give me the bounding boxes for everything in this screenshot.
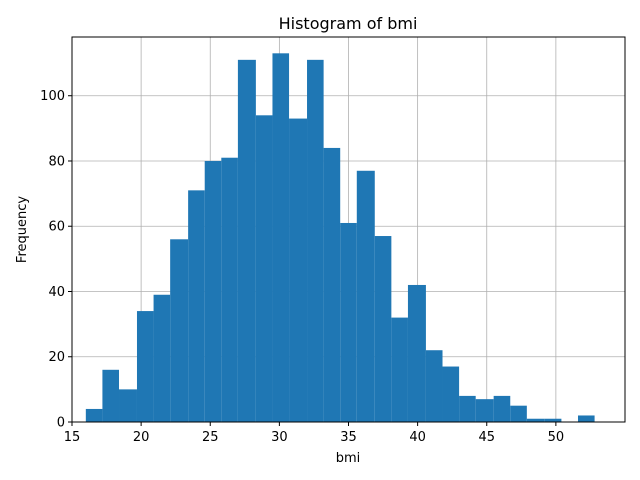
histogram-bar [459, 395, 476, 422]
y-axis-label: Frequency [15, 196, 30, 263]
histogram-bar [289, 118, 308, 422]
histogram-bar [510, 405, 527, 422]
x-tick-label: 20 [133, 430, 150, 445]
y-tick-label: 40 [48, 285, 65, 300]
histogram-bar [577, 415, 595, 422]
histogram-bar [188, 190, 205, 422]
x-tick-label: 30 [271, 430, 288, 445]
histogram-bar [475, 399, 494, 422]
x-tick-label: 45 [478, 430, 495, 445]
x-tick-label: 35 [340, 430, 357, 445]
y-tick-label: 20 [48, 350, 65, 365]
histogram-bar [493, 395, 511, 422]
y-tick-label: 60 [48, 220, 65, 235]
y-tick-label: 100 [40, 89, 65, 104]
histogram-bar [307, 59, 324, 422]
histogram-bar [170, 239, 189, 422]
y-tick-label: 0 [57, 416, 65, 431]
histogram-bar [544, 418, 562, 422]
histogram-bar [407, 284, 426, 422]
axis-ticks: 15 20 25 30 35 40 45 50 0 20 40 60 80 100 [40, 89, 564, 445]
histogram-bar [526, 418, 545, 422]
histogram-bar [85, 408, 103, 422]
x-tick-label: 40 [409, 430, 426, 445]
histogram-bar [272, 53, 290, 422]
histogram-bar [255, 115, 273, 422]
histogram-bar [237, 59, 256, 422]
histogram-bar [391, 317, 408, 422]
chart-title: Histogram of bmi [279, 14, 418, 33]
x-tick-label: 50 [548, 430, 565, 445]
histogram-bars [85, 53, 595, 423]
x-tick-label: 15 [64, 430, 81, 445]
x-tick-label: 25 [202, 430, 219, 445]
histogram-bar [119, 389, 137, 422]
histogram-bar [102, 369, 120, 422]
histogram-bar [425, 350, 443, 422]
histogram-bar [340, 222, 357, 422]
histogram-bar [153, 294, 171, 422]
histogram-bar [221, 157, 238, 422]
histogram-bar [356, 170, 375, 422]
x-axis-label: bmi [336, 451, 361, 466]
histogram-bar [204, 160, 222, 423]
histogram-bar [136, 311, 154, 422]
histogram-bar [374, 236, 392, 422]
histogram-bar [323, 147, 341, 423]
histogram-bar [442, 366, 460, 422]
y-tick-label: 80 [48, 154, 65, 169]
